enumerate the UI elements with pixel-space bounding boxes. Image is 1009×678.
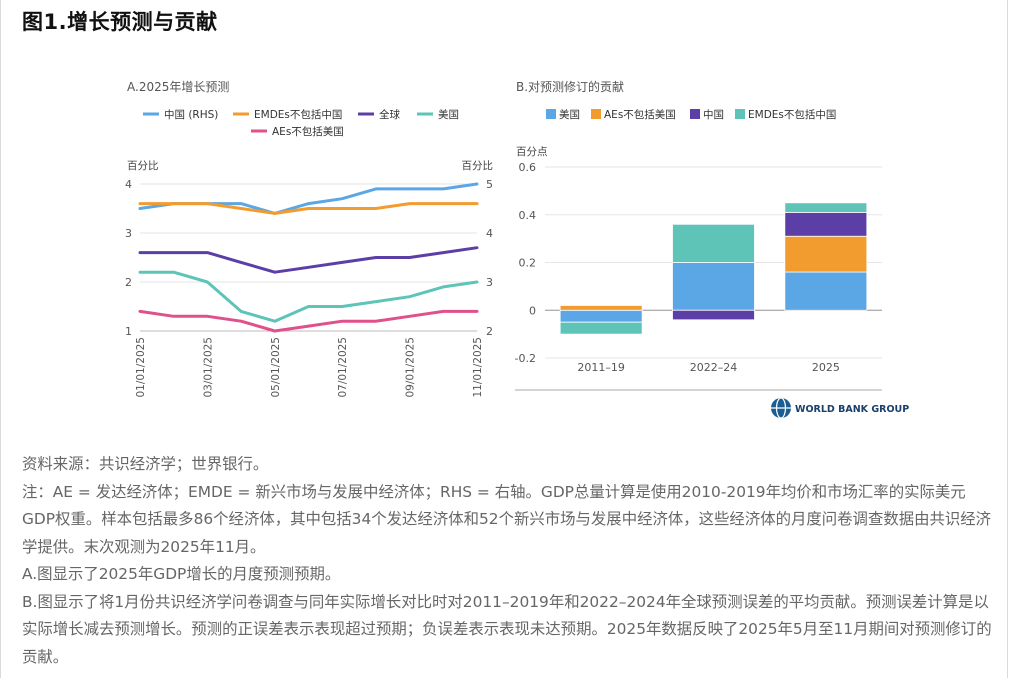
panel-b-category-label: 2022–24 (690, 361, 738, 374)
panel-b-y-tick: 0 (529, 304, 536, 317)
panel-a-legend-label: 中国 (RHS) (164, 108, 218, 121)
panel-b-legend-swatch (546, 109, 556, 119)
panel-a-right-tick: 5 (486, 178, 493, 191)
panel-a-series-line (138, 202, 479, 215)
panel-b-title: B.对预测修订的贡献 (516, 79, 624, 94)
abbreviation-note: 注：AE = 发达经济体；EMDE = 新兴市场与发展中经济体；RHS = 右轴… (22, 482, 992, 556)
panel-a-series-line (138, 309, 479, 333)
panel-b-legend-swatch (591, 109, 601, 119)
page-title: 图1.增长预测与贡献 (22, 10, 218, 34)
panel-a-x-tick: 05/01/2025 (270, 337, 282, 398)
panel-b-legend-label: 美国 (559, 108, 580, 121)
panel-a-legend-label: AEs不包括美国 (272, 125, 344, 138)
panel-b-bar-segment (784, 235, 868, 273)
panel-a-legend: 中国 (RHS) EMDEs不包括中国 全球 美国 AEs不包括美国 (143, 108, 459, 138)
panel-b-bar-segment (784, 211, 868, 237)
panel-a-title: A.2025年增长预测 (127, 80, 229, 94)
panel-a-series-line (138, 246, 479, 274)
panel-a-legend-label: 美国 (438, 108, 459, 121)
figure-charts: A.2025年增长预测 百分比 百分比 1 2 3 4 2 3 4 5 01/01/2025 03… (125, 79, 909, 419)
panel-b-legend-label: EMDEs不包括中国 (748, 108, 836, 121)
panel-a-legend-label: 全球 (379, 108, 400, 121)
panel-b-bar-segment (672, 309, 755, 321)
panel-b-legend-label: AEs不包括美国 (604, 108, 676, 121)
panel-b-axis-label: 百分点 (516, 146, 548, 158)
panel-b-legend-swatch (690, 109, 700, 119)
left-border (0, 0, 1, 678)
panel-a-legend-label: EMDEs不包括中国 (254, 108, 342, 121)
panel-a-right-tick: 2 (486, 325, 493, 338)
panel-b-legend-swatch (735, 109, 745, 119)
panel-b-legend-label: 中国 (703, 108, 724, 121)
panel-b-legend: 美国 AEs不包括美国 中国 EMDEs不包括中国 (546, 108, 836, 121)
panel-a-series-line (138, 270, 479, 323)
panel-a-plot: 1 2 3 4 2 3 4 5 01/01/2025 03/01/2025 05/01/2025 07… (125, 178, 493, 398)
panel-a-left-tick: 1 (125, 325, 132, 338)
panel-a-x-tick: 01/01/2025 (135, 337, 147, 398)
panel-a-left-tick: 4 (125, 178, 132, 191)
panel-b-category-label: 2025 (812, 361, 840, 374)
panel-a-left-tick: 2 (125, 276, 132, 289)
panel-a-right-axis-label: 百分比 (462, 159, 494, 172)
panel-b-y-tick: 0.2 (519, 257, 537, 270)
panel-b-bar-segment (559, 305, 643, 311)
panel-a-x-tick: 11/01/2025 (472, 337, 484, 398)
right-border (1007, 0, 1008, 678)
panel-a-note: A.图显示了2025年GDP增长的月度预测预期。 (22, 565, 341, 583)
panel-b-bar-segment (784, 202, 868, 213)
panel-b-bar-segment (672, 262, 755, 311)
source-note: 资料来源：共识经济学；世界银行。 (22, 455, 269, 473)
panel-a-x-tick: 03/01/2025 (202, 337, 214, 398)
panel-b-y-tick: -0.2 (515, 352, 536, 365)
notes-block: 资料来源：共识经济学；世界银行。 注：AE = 发达经济体；EMDE = 新兴市… (22, 451, 997, 671)
panel-b-plot: -0.2 0 0.2 0.4 0.6 2011–19 2022–24 2025 (515, 161, 882, 391)
panel-b-y-tick: 0.6 (519, 161, 537, 174)
logo-text: WORLD BANK GROUP (795, 404, 909, 415)
panel-b-note: B.图显示了将1月份共识经济学问卷调查与同年实际增长对比时对2011–2019年… (22, 592, 992, 666)
panel-b-category-label: 2011–19 (577, 361, 625, 374)
panel-b-bar-segment (559, 309, 643, 323)
panel-a-right-tick: 4 (486, 227, 493, 240)
panel-a-right-tick: 3 (486, 276, 493, 289)
panel-a-left-tick: 3 (125, 227, 132, 240)
panel-b-bar-segment (559, 321, 643, 335)
panel-a-x-tick: 09/01/2025 (405, 337, 417, 398)
panel-b-y-tick: 0.4 (519, 209, 537, 222)
panel-a-x-tick: 07/01/2025 (337, 337, 349, 398)
world-bank-logo: WORLD BANK GROUP (771, 397, 909, 419)
panel-a-left-axis-label: 百分比 (127, 159, 159, 172)
panel-b-bar-segment (784, 271, 868, 311)
panel-b-bar-segment (672, 223, 755, 263)
